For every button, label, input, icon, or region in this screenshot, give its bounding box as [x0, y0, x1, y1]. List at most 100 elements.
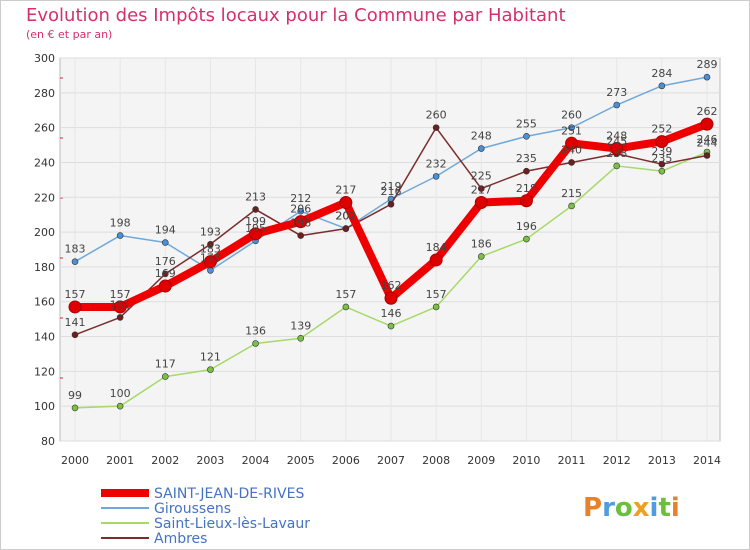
data-point [252, 206, 259, 213]
data-point [252, 340, 259, 347]
data-label: 157 [65, 288, 86, 301]
data-label: 217 [335, 183, 356, 196]
data-point [610, 142, 624, 156]
data-point [703, 73, 711, 81]
data-point [658, 160, 666, 168]
data-label: 183 [200, 243, 221, 256]
axis-layer: 80 100 120 140 160 180 200 220 240 260 280 300 2000 2… [34, 52, 721, 467]
data-label: 117 [155, 358, 176, 371]
data-label: 151 [110, 298, 131, 311]
data-point [207, 240, 214, 248]
x-tick-label: 2014 [693, 454, 721, 467]
data-label: 169 [155, 267, 176, 280]
data-label: 248 [471, 130, 492, 143]
data-label: 194 [155, 224, 176, 237]
data-label: 198 [110, 217, 131, 230]
data-point [474, 195, 488, 209]
data-point [523, 167, 530, 175]
data-label: 176 [155, 255, 176, 268]
data-point [658, 82, 666, 90]
plot-area [59, 57, 721, 442]
data-point [568, 202, 575, 210]
y-tick-label: 220 [34, 191, 55, 204]
data-point [658, 167, 666, 175]
series-ambres [71, 124, 711, 339]
data-label: 195 [245, 222, 266, 235]
data-label: 238 [606, 147, 627, 160]
data-point [207, 267, 214, 274]
data-label: 206 [290, 203, 311, 216]
data-point [113, 300, 127, 314]
data-label: 193 [200, 225, 221, 238]
x-tick-label: 2005 [287, 454, 315, 467]
data-label: 162 [381, 279, 402, 292]
data-label: 252 [651, 123, 672, 136]
x-tick-label: 2006 [332, 454, 360, 467]
x-tick-label: 2003 [196, 454, 224, 467]
data-point [384, 291, 398, 305]
chart-subtitle: (en € et par an) [26, 28, 112, 41]
y-tick-label: 80 [41, 435, 55, 448]
y-tick-label: 280 [34, 87, 55, 100]
data-label: 289 [697, 58, 718, 71]
x-tick-label: 2001 [106, 454, 134, 467]
data-label: 186 [471, 237, 492, 250]
data-point [429, 253, 443, 267]
data-point [161, 239, 169, 246]
data-label: 184 [426, 241, 447, 254]
data-label: 244 [697, 136, 718, 149]
x-tick-label: 2013 [648, 454, 676, 467]
data-point [387, 200, 395, 208]
data-label: 232 [426, 157, 447, 170]
x-tick-label: 2000 [61, 454, 89, 467]
data-point [297, 207, 305, 215]
data-point [477, 253, 485, 260]
legend-label: Saint-Lieux-lès-Lavaur [154, 516, 310, 532]
data-point [655, 135, 669, 149]
data-point [116, 402, 124, 410]
data-label: 248 [606, 130, 627, 143]
chart-title: Evolution des Impôts locaux pour la Comm… [26, 5, 566, 26]
x-tick-label: 2002 [151, 454, 179, 467]
data-label: 218 [516, 182, 537, 195]
data-point [161, 270, 169, 278]
data-label: 219 [381, 180, 402, 193]
data-point [71, 258, 79, 265]
grid-layer [60, 57, 720, 442]
data-label: 260 [426, 109, 447, 122]
data-label: 246 [697, 133, 718, 146]
x-tick-label: 2011 [558, 454, 586, 467]
data-label: 196 [516, 220, 537, 233]
data-label: 178 [200, 251, 221, 264]
y-tick-label: 120 [34, 365, 55, 378]
y-tick-label: 200 [34, 226, 55, 239]
data-label: 235 [651, 152, 672, 165]
x-tick-label: 2008 [422, 454, 450, 467]
y-tick-label: 260 [34, 122, 55, 135]
data-point [203, 255, 217, 269]
plot-frame [59, 57, 721, 442]
y-tick-label: 140 [34, 331, 55, 344]
data-label: 139 [290, 319, 311, 332]
data-label: 157 [335, 288, 356, 301]
data-label: 225 [471, 170, 492, 183]
data-point [700, 117, 714, 131]
data-label: 255 [516, 117, 537, 130]
data-label: 239 [651, 145, 672, 158]
data-point [161, 373, 169, 380]
legend-label: SAINT-JEAN-DE-RIVES [154, 486, 304, 502]
data-label: 284 [651, 67, 672, 80]
data-point [703, 152, 711, 159]
data-label: 141 [65, 316, 86, 329]
data-label: 273 [606, 86, 627, 99]
data-point [294, 215, 308, 229]
data-point [207, 366, 214, 373]
y-tick-label: 300 [34, 52, 55, 65]
data-point [297, 334, 305, 342]
data-label: 199 [245, 215, 266, 228]
data-point [249, 227, 263, 241]
data-label: 235 [516, 152, 537, 165]
data-label: 157 [426, 288, 447, 301]
